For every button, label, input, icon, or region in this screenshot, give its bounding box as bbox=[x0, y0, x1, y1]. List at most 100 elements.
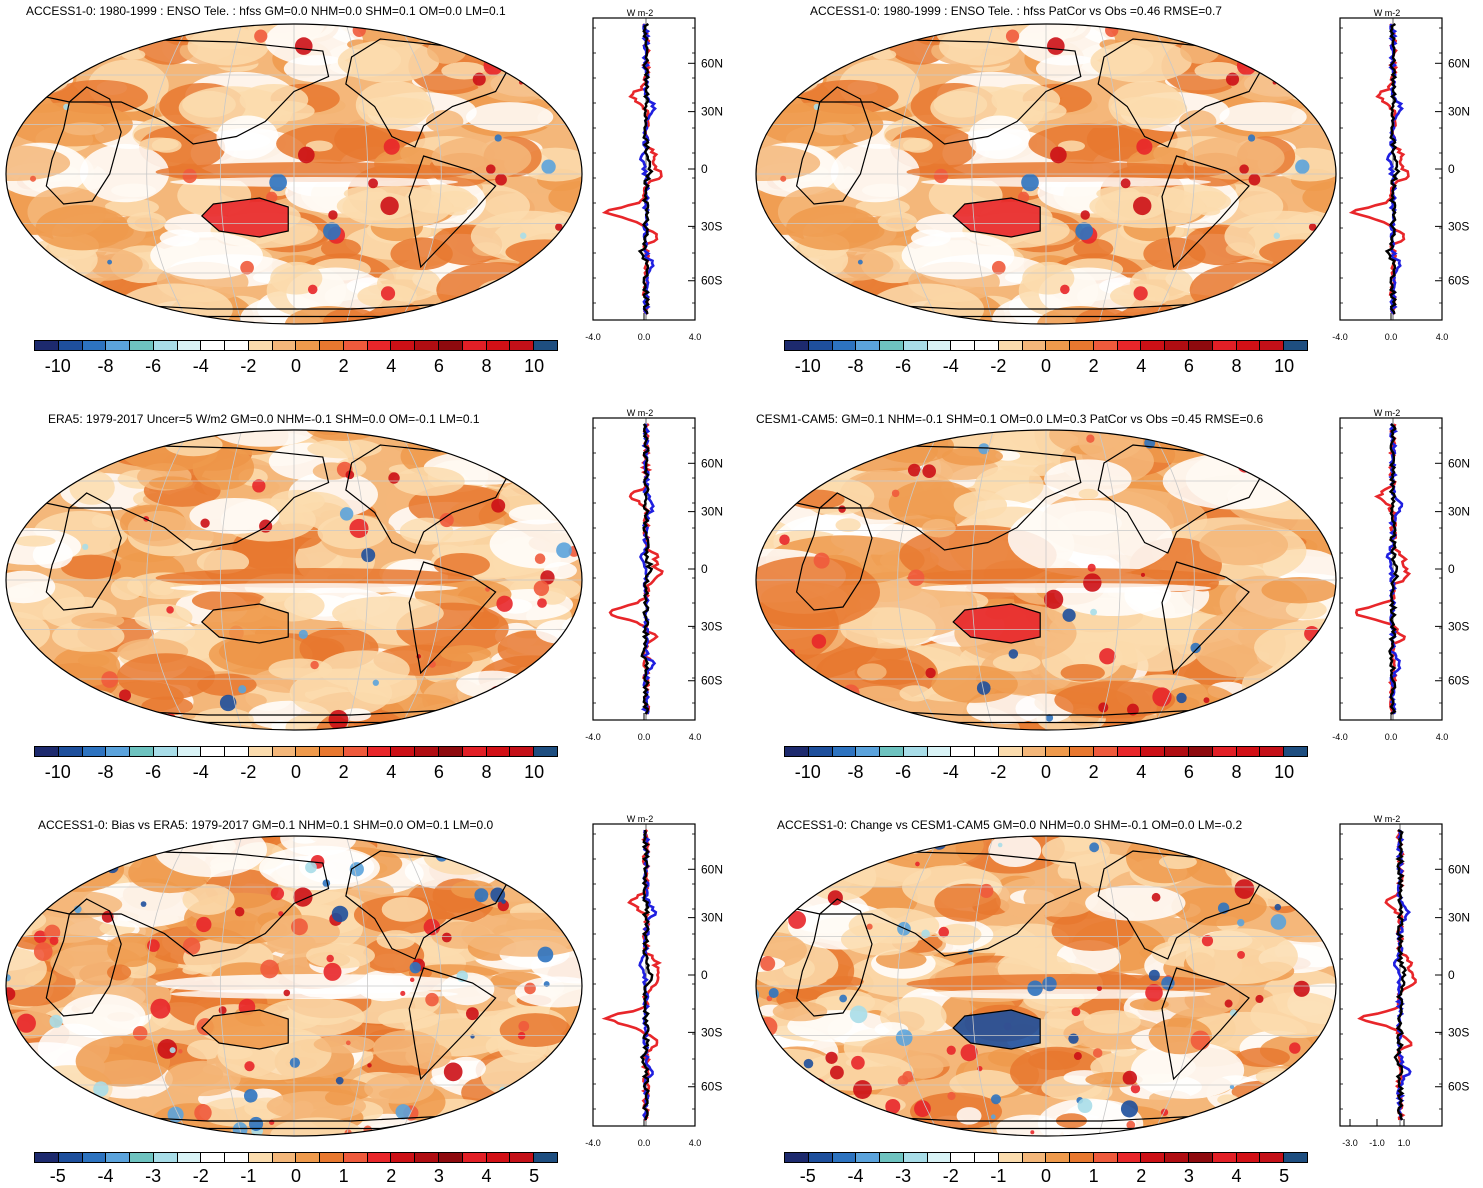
colorbar-swatch bbox=[82, 1153, 107, 1162]
lat-label: 30N bbox=[1448, 505, 1470, 519]
hotspot bbox=[757, 1016, 778, 1037]
lat-label: 30S bbox=[701, 219, 722, 233]
hotspot bbox=[1005, 29, 1020, 43]
colorbar-label: 5 bbox=[529, 1166, 540, 1186]
zonal-curve bbox=[601, 23, 663, 316]
coldspot bbox=[1287, 861, 1304, 878]
colorbar-swatch bbox=[248, 341, 273, 350]
map-border bbox=[5, 23, 583, 325]
colorbar-label: -8 bbox=[847, 762, 864, 782]
hotspot bbox=[1203, 697, 1210, 704]
colorbar-swatch bbox=[856, 341, 881, 350]
hotspot bbox=[1086, 434, 1095, 443]
colorbar-label: -4 bbox=[97, 1166, 114, 1186]
field-patch bbox=[1199, 524, 1289, 566]
zonal-curve bbox=[1354, 423, 1412, 715]
x-tick-label: -4.0 bbox=[585, 332, 601, 342]
zonal-curve bbox=[608, 422, 664, 715]
field-patch bbox=[537, 874, 560, 884]
hotspot bbox=[33, 942, 53, 961]
field-patch bbox=[116, 653, 215, 700]
hotspot bbox=[326, 954, 334, 963]
field-patch bbox=[69, 470, 115, 505]
field-patch bbox=[756, 556, 881, 629]
colorbar-label: 5 bbox=[1279, 1166, 1290, 1186]
hotspot bbox=[1271, 1120, 1279, 1128]
coldspot bbox=[470, 1034, 475, 1039]
coldspot bbox=[537, 946, 554, 963]
field-patch bbox=[867, 701, 917, 730]
lat-label: 0 bbox=[701, 968, 708, 982]
field-patch bbox=[6, 274, 70, 324]
hotspot bbox=[178, 1049, 183, 1054]
field-patch bbox=[1277, 461, 1324, 492]
coldspot bbox=[32, 501, 37, 506]
field-patch bbox=[497, 453, 576, 487]
lat-label: 0 bbox=[1448, 162, 1455, 176]
coldspot bbox=[839, 994, 847, 1003]
colorbar-swatch bbox=[462, 747, 487, 756]
coldspot bbox=[1290, 701, 1301, 712]
field-patch bbox=[433, 552, 490, 577]
hotspot bbox=[157, 1038, 178, 1059]
colorbar-swatch bbox=[177, 1153, 202, 1162]
colorbar-label: 6 bbox=[433, 762, 444, 782]
field-patch bbox=[87, 435, 120, 448]
zonal-mean-plot: W m-2 60N 30N 0 30S 60S -4.0 0.0 4.0 bbox=[585, 8, 723, 342]
unit-label: W m-2 bbox=[1374, 408, 1401, 418]
colorbar-label: -6 bbox=[895, 356, 912, 376]
coldspot bbox=[541, 159, 556, 174]
field-patch bbox=[1156, 311, 1182, 324]
zonal-curve bbox=[1384, 22, 1401, 315]
x-tick-label: -4.0 bbox=[585, 1138, 601, 1148]
hotspot bbox=[908, 569, 925, 586]
field-patch bbox=[121, 49, 146, 60]
x-tick-label: -4.0 bbox=[1332, 732, 1348, 742]
field-patch bbox=[16, 856, 77, 880]
coldspot bbox=[1247, 134, 1256, 142]
field-patch bbox=[521, 450, 561, 467]
hotspot bbox=[383, 138, 400, 155]
hotspot bbox=[824, 24, 841, 41]
unit-label: W m-2 bbox=[1374, 8, 1401, 18]
hotspot bbox=[1083, 573, 1102, 592]
zonal-curve bbox=[1348, 23, 1410, 316]
hotspot bbox=[345, 470, 355, 480]
longitude-gridline bbox=[1098, 836, 1121, 1136]
field-patch bbox=[1239, 863, 1267, 874]
colorbar-labels: -10 -8 -6 -4 -2 0 2 4 6 8 10 bbox=[34, 762, 558, 784]
coldspot bbox=[1237, 918, 1245, 927]
lat-label: 30N bbox=[701, 911, 723, 925]
colorbar-label: -2 bbox=[192, 1166, 209, 1186]
field-patch bbox=[52, 620, 125, 652]
robinson-map bbox=[755, 429, 1337, 731]
field-patch bbox=[756, 24, 800, 48]
colorbar-swatch bbox=[296, 1153, 321, 1162]
lat-label: 0 bbox=[701, 162, 708, 176]
hotspot bbox=[1308, 223, 1317, 231]
field-patch bbox=[25, 430, 117, 464]
coastline bbox=[200, 1009, 289, 1050]
field-patch bbox=[774, 1091, 837, 1117]
zonal-curve bbox=[639, 829, 654, 1121]
field-patch bbox=[364, 1072, 435, 1104]
field-patch bbox=[1083, 1009, 1141, 1034]
field-patch bbox=[6, 64, 69, 95]
colorbar-swatch bbox=[391, 341, 416, 350]
panel-title: ERA5: 1979-2017 Uncer=5 W/m2 GM=0.0 NHM=… bbox=[48, 412, 480, 426]
hotspot bbox=[1126, 1120, 1136, 1130]
robinson-map bbox=[755, 23, 1337, 325]
zonal-curve bbox=[638, 23, 657, 315]
hotspot bbox=[194, 1104, 212, 1122]
colorbar-swatch bbox=[880, 341, 904, 350]
coldspot bbox=[474, 888, 489, 903]
colorbar-swatch bbox=[1070, 341, 1094, 350]
field-patch bbox=[1058, 140, 1085, 152]
hotspot bbox=[780, 175, 787, 182]
field-patch bbox=[48, 1128, 69, 1136]
hotspot bbox=[409, 977, 415, 983]
coldspot bbox=[768, 987, 779, 999]
longitude-gridline bbox=[345, 24, 369, 324]
colorbar-swatch bbox=[1022, 747, 1047, 756]
hotspot bbox=[915, 861, 920, 867]
